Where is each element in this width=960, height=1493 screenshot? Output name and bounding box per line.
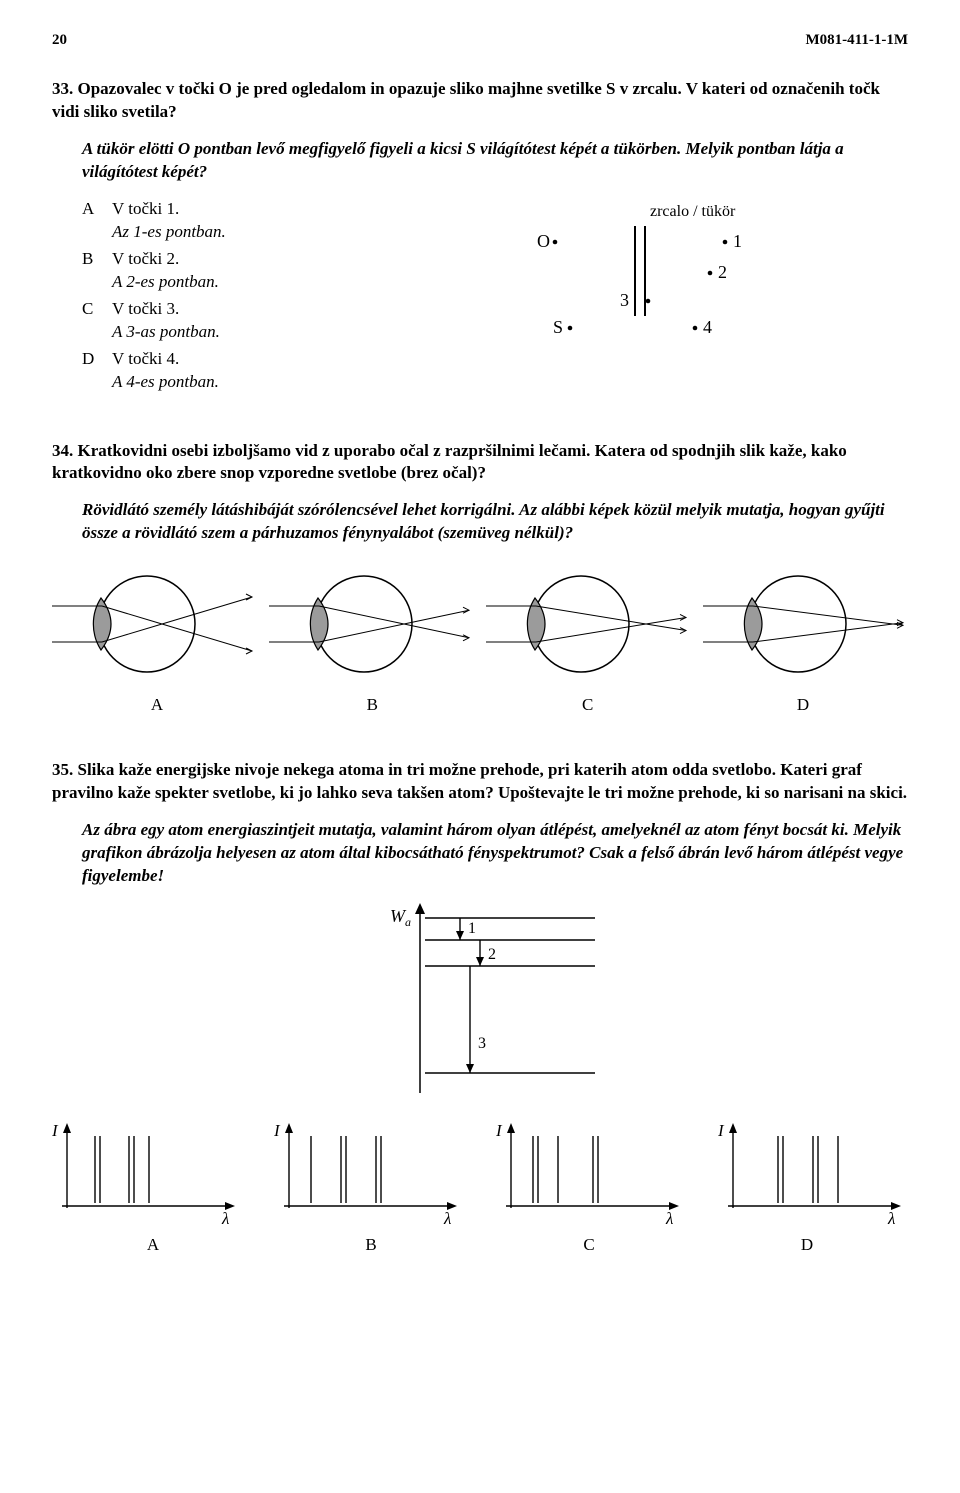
eye-label-a: A bbox=[142, 694, 172, 717]
opt-text-sl: V točki 2. bbox=[112, 248, 382, 271]
eye-diagram bbox=[52, 569, 257, 679]
q33-options: A V točki 1.Az 1-es pontban. B V točki 2… bbox=[82, 198, 382, 398]
spectrum-graph: I λ bbox=[496, 1118, 686, 1228]
q34-text-hu: Rövidlátó személy látáshibáját szórólenc… bbox=[82, 500, 885, 542]
svg-text:3: 3 bbox=[478, 1035, 486, 1052]
opt-text-hu: Az 1-es pontban. bbox=[112, 221, 382, 244]
svg-text:1: 1 bbox=[468, 920, 476, 937]
q33-number: 33. bbox=[52, 79, 73, 98]
spec-label-b: B bbox=[356, 1234, 386, 1257]
svg-text:I: I bbox=[496, 1121, 503, 1140]
spectrum-graph: I λ bbox=[274, 1118, 464, 1228]
opt-text-hu: A 3-as pontban. bbox=[112, 321, 382, 344]
svg-text:4: 4 bbox=[703, 317, 712, 337]
opt-text-hu: A 2-es pontban. bbox=[112, 271, 382, 294]
svg-text:λ: λ bbox=[443, 1209, 451, 1228]
opt-letter: D bbox=[82, 348, 112, 371]
eye-diagram bbox=[486, 569, 691, 679]
svg-text:2: 2 bbox=[488, 946, 496, 963]
q33-text-sl: Opazovalec v točki O je pred ogledalom i… bbox=[52, 79, 880, 121]
svg-text:λ: λ bbox=[221, 1209, 229, 1228]
eye-label-d: D bbox=[788, 694, 818, 717]
opt-letter: C bbox=[82, 298, 112, 321]
svg-text:3: 3 bbox=[620, 290, 629, 310]
fig-caption: zrcalo / tükör bbox=[650, 203, 736, 220]
spec-label-d: D bbox=[792, 1234, 822, 1257]
page-number: 20 bbox=[52, 30, 67, 50]
svg-text:I: I bbox=[718, 1121, 725, 1140]
opt-letter: A bbox=[82, 198, 112, 221]
eye-label-c: C bbox=[573, 694, 603, 717]
q33-text-hu: A tükör elötti O pontban levő megfigyelő… bbox=[82, 139, 844, 181]
q35-text-hu: Az ábra egy atom energiaszintjeit mutatj… bbox=[82, 820, 903, 885]
svg-text:1: 1 bbox=[733, 231, 742, 251]
spectrum-graph: I λ bbox=[718, 1118, 908, 1228]
opt-text-sl: V točki 1. bbox=[112, 198, 382, 221]
opt-text-sl: V točki 3. bbox=[112, 298, 382, 321]
question-34: 34. Kratkovidni osebi izboljšamo vid z u… bbox=[52, 440, 908, 718]
svg-text:λ: λ bbox=[665, 1209, 673, 1228]
svg-text:S: S bbox=[553, 317, 563, 337]
doc-code: M081-411-1-1M bbox=[806, 30, 908, 50]
q35-text-sl: Slika kaže energijske nivoje nekega atom… bbox=[52, 760, 907, 802]
eye-diagram bbox=[269, 569, 474, 679]
opt-text-hu: A 4-es pontban. bbox=[112, 371, 382, 394]
mirror-diagram: zrcalo / tükör O S 1 2 bbox=[515, 198, 775, 368]
energy-level-diagram: Wa 1 2 3 bbox=[350, 898, 610, 1098]
question-33: 33. Opazovalec v točki O je pred ogledal… bbox=[52, 78, 908, 397]
eye-label-b: B bbox=[357, 694, 387, 717]
q35-number: 35. bbox=[52, 760, 73, 779]
svg-text:Wa: Wa bbox=[390, 906, 411, 929]
spec-label-c: C bbox=[574, 1234, 604, 1257]
spec-label-a: A bbox=[138, 1234, 168, 1257]
svg-text:λ: λ bbox=[887, 1209, 895, 1228]
opt-text-sl: V točki 4. bbox=[112, 348, 382, 371]
question-35: 35. Slika kaže energijske nivoje nekega … bbox=[52, 759, 908, 1257]
svg-text:I: I bbox=[274, 1121, 281, 1140]
opt-letter: B bbox=[82, 248, 112, 271]
svg-text:O: O bbox=[537, 231, 550, 251]
svg-text:I: I bbox=[52, 1121, 59, 1140]
q34-text-sl: Kratkovidni osebi izboljšamo vid z upora… bbox=[52, 441, 847, 483]
eye-diagram bbox=[703, 569, 908, 679]
svg-text:2: 2 bbox=[718, 262, 727, 282]
q34-number: 34. bbox=[52, 441, 73, 460]
spectrum-graph: I λ bbox=[52, 1118, 242, 1228]
